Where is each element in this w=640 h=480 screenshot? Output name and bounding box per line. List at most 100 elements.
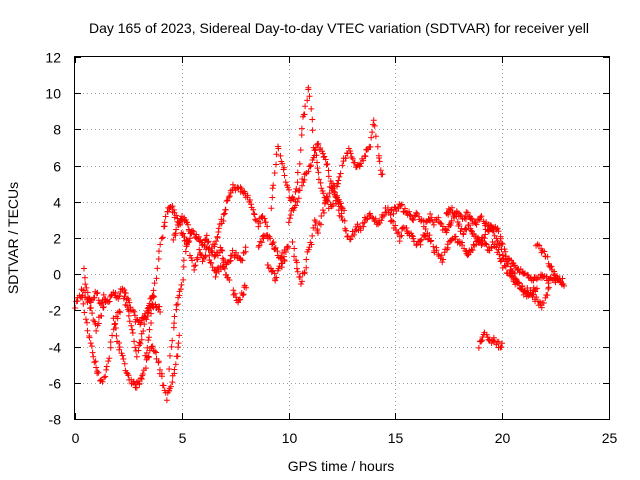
data-point — [131, 312, 138, 319]
data-point — [133, 384, 140, 391]
data-point — [131, 308, 138, 315]
data-point — [301, 269, 308, 276]
data-point — [190, 228, 197, 235]
data-point — [544, 292, 551, 299]
data-point — [324, 161, 331, 168]
data-point — [369, 129, 376, 136]
data-point — [285, 219, 292, 226]
data-point — [209, 264, 216, 271]
data-point — [303, 264, 310, 271]
data-point — [325, 173, 332, 180]
data-point — [285, 243, 292, 250]
data-point — [132, 344, 139, 351]
data-point — [413, 209, 420, 216]
data-point — [207, 259, 214, 266]
data-point — [306, 93, 313, 100]
data-point — [155, 358, 162, 365]
data-point — [493, 235, 500, 242]
data-point — [301, 176, 308, 183]
data-point — [180, 230, 187, 237]
data-point — [250, 210, 257, 217]
data-point — [227, 258, 234, 265]
data-point — [294, 179, 301, 186]
data-point — [117, 309, 124, 316]
data-point — [525, 292, 532, 299]
data-point — [312, 218, 319, 225]
data-point — [126, 299, 133, 306]
data-point — [172, 230, 179, 237]
data-point — [185, 221, 192, 228]
x-tick-label: 20 — [495, 430, 511, 446]
data-point — [91, 359, 98, 366]
data-point — [349, 155, 356, 162]
data-point — [150, 294, 157, 301]
data-point — [86, 334, 93, 341]
data-point — [146, 302, 153, 309]
data-point — [95, 320, 102, 327]
data-point — [163, 397, 170, 404]
data-point — [229, 247, 236, 254]
data-point — [196, 246, 203, 253]
data-point — [237, 296, 244, 303]
data-point — [468, 246, 475, 253]
data-point — [403, 225, 410, 232]
data-point — [151, 348, 158, 355]
data-point — [320, 150, 327, 157]
data-point — [498, 246, 505, 253]
data-point — [281, 164, 288, 171]
data-point — [267, 235, 274, 242]
data-point — [369, 214, 376, 221]
data-point — [93, 364, 100, 371]
data-point — [279, 250, 286, 257]
tick-labels: 0 5 10 15 20 25 -8 -6 -4 -2 0 2 4 6 8 10 12 — [45, 50, 617, 447]
data-point — [88, 343, 95, 350]
data-point — [302, 103, 309, 110]
data-point — [408, 232, 415, 239]
data-point — [144, 344, 151, 351]
data-point — [221, 210, 228, 217]
data-point — [545, 285, 552, 292]
data-point — [347, 150, 354, 157]
data-point — [497, 258, 504, 265]
data-point — [178, 281, 185, 288]
data-point — [223, 197, 230, 204]
data-point — [495, 338, 502, 345]
data-point — [544, 253, 551, 260]
data-point — [100, 291, 107, 298]
data-point — [138, 330, 145, 337]
data-point — [533, 285, 540, 292]
data-point — [315, 140, 322, 147]
data-point — [205, 246, 212, 253]
data-point — [239, 257, 246, 264]
data-point — [98, 312, 105, 319]
data-point — [468, 227, 475, 234]
data-point — [199, 258, 206, 265]
data-point — [242, 244, 249, 251]
data-point — [229, 181, 236, 188]
data-point — [101, 374, 108, 381]
data-point — [231, 290, 238, 297]
data-point — [456, 221, 463, 228]
data-point — [217, 244, 224, 251]
data-point — [547, 274, 554, 281]
data-point — [390, 218, 397, 225]
data-point — [330, 200, 337, 207]
data-point — [214, 234, 221, 241]
data-point — [430, 221, 437, 228]
data-point — [533, 294, 540, 301]
data-point — [341, 217, 348, 224]
data-point — [175, 219, 182, 226]
data-point — [268, 205, 275, 212]
data-point — [268, 268, 275, 275]
data-point — [298, 278, 305, 285]
data-point — [489, 238, 496, 245]
data-point — [161, 219, 168, 226]
data-point — [445, 211, 452, 218]
data-point — [463, 226, 470, 233]
data-point — [490, 227, 497, 234]
data-point — [430, 243, 437, 250]
data-point — [484, 226, 491, 233]
data-point — [545, 284, 552, 291]
data-point — [176, 332, 183, 339]
data-point — [433, 247, 440, 254]
